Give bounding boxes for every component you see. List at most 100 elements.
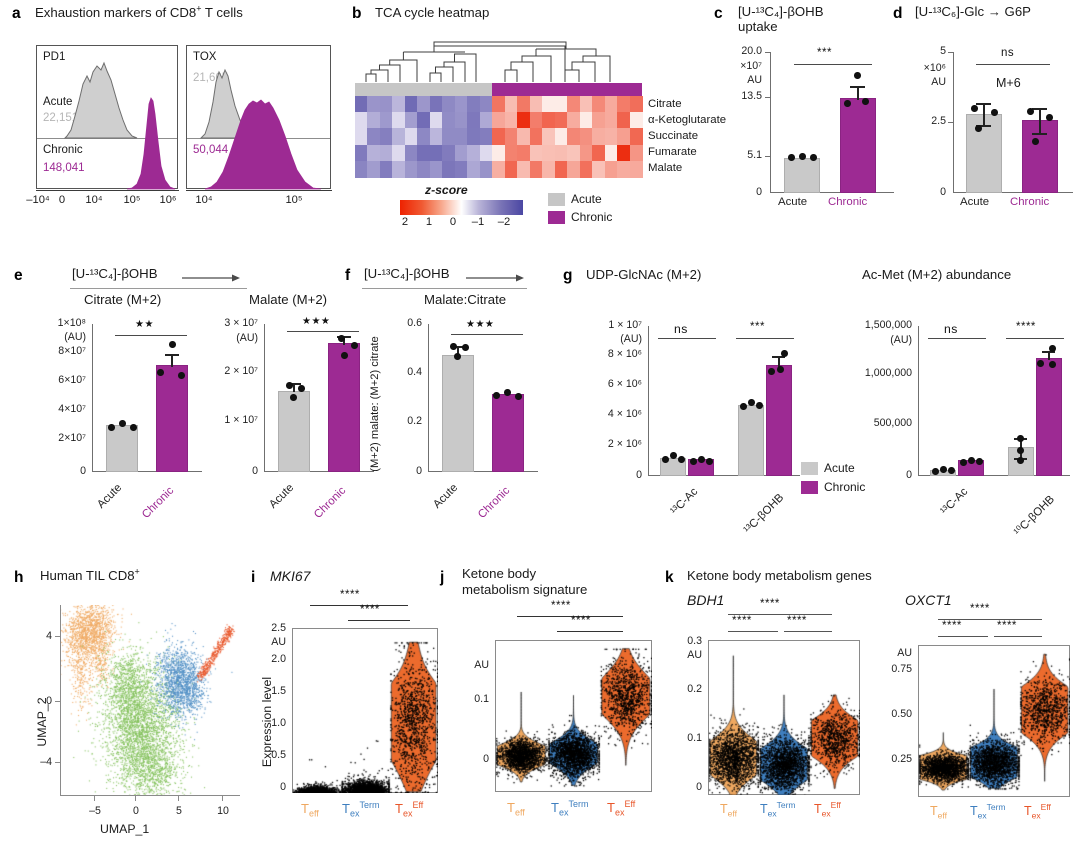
- panel-f-dot-a2: [462, 344, 469, 351]
- panel-e-left-cat-chronic: Chronic: [140, 484, 177, 521]
- heatmap-cell: [442, 128, 456, 146]
- panel-c-dot-a3: [810, 154, 817, 161]
- heatmap-cell: [404, 144, 418, 162]
- panel-g-right-err-ohb-chronic: [1048, 351, 1050, 360]
- heatmap-cell: [492, 144, 506, 162]
- panel-e-right-yaxis: [264, 324, 266, 472]
- panel-d-ylabel-mid: 2.5: [931, 115, 946, 127]
- heatmap-cell: [604, 160, 618, 178]
- panel-d-yaxis: [953, 52, 955, 193]
- panel-f-cat-acute: Acute: [431, 481, 461, 511]
- heatmap-cell: [542, 144, 556, 162]
- panel-c-ytick-mid: [765, 97, 770, 99]
- panel-j-violin-chart: AU 0.1 0 Teff TexTerm TexEff **** ****: [474, 600, 655, 840]
- heatmap-cell: [467, 144, 481, 162]
- panel-c-ylabel-low: 5.1: [747, 149, 762, 161]
- panel-k-left-ytick-1: 0.2: [687, 683, 702, 695]
- panel-g-right-group-2: ¹⁰C-βOHB: [1011, 493, 1057, 539]
- panel-h-label: h: [14, 569, 24, 586]
- panel-f-ytick-0: 0.6: [407, 317, 422, 329]
- panel-g-right-unit: (AU): [890, 334, 912, 346]
- panel-j-title-line1: Ketone body: [462, 566, 537, 581]
- panel-f-chart: 0.6 0.4 0.2 0 ★★★ Acute Chronic: [366, 317, 551, 535]
- panel-k-left-sig-top: ****: [760, 598, 780, 610]
- panel-g-left-dot-ohb-a3: [756, 402, 763, 409]
- panel-f-err-acute: [457, 346, 459, 356]
- heatmap-cell: [517, 160, 531, 178]
- panel-e-right-dot-c3: [341, 352, 348, 359]
- panel-f-ytick-3: 0: [416, 465, 422, 477]
- heatmap-legend-swatch-acute: [548, 193, 565, 206]
- panel-g-right-ytick-1: 1,000,000: [864, 367, 912, 379]
- panel-g-left-ytick-1: 8 × 10⁶: [607, 348, 642, 360]
- colorbar-tick-1: 1: [425, 216, 433, 228]
- panel-i-cat-1-sup: Term: [359, 800, 380, 811]
- heatmap-cell: [629, 160, 643, 178]
- panel-g-left-dot-ac-c2: [698, 456, 705, 463]
- heatmap-row-label-0: Citrate: [648, 98, 682, 110]
- panel-g-left-ytick-4: 2 × 10⁶: [607, 438, 642, 450]
- heatmap-cell: [355, 128, 369, 146]
- panel-d-chart: 5 ×10⁶ AU 2.5 0 ns M+6 Acute Chronic: [900, 45, 1075, 223]
- heatmap-cell: [604, 112, 618, 129]
- heatmap-cell: [392, 112, 406, 129]
- panel-i-cat-1: TexTerm: [342, 800, 380, 818]
- panel-i-ytick-4: 0.5: [271, 749, 286, 761]
- panel-e-left-ytick-0: 1×10⁸: [57, 317, 86, 329]
- heatmap-row-label-1: α-Ketoglutarate: [648, 114, 727, 126]
- panel-d-dot-c1: [1027, 108, 1034, 115]
- panel-f-bar-acute: [442, 355, 474, 472]
- panel-d-xaxis: [953, 192, 1073, 194]
- panel-d-dot-c2: [1046, 114, 1053, 121]
- panel-b-title: TCA cycle heatmap: [375, 5, 490, 20]
- flow-xtick-right-1: 10⁵: [285, 194, 303, 206]
- panel-i-sigline-1: [348, 620, 410, 622]
- heatmap-cell: [379, 144, 394, 162]
- heatmap-cell: [492, 160, 506, 178]
- heatmap-cell: [592, 112, 606, 129]
- heatmap-cell: [392, 160, 406, 178]
- panel-e-right-dot-a1: [286, 382, 293, 389]
- panel-g-right-dot-ohb-a1: [1017, 435, 1024, 442]
- heatmap-cell: [579, 160, 593, 178]
- panel-g-right-dot-ohb-a3: [1017, 457, 1024, 464]
- panel-g-right-dot-ac-a2: [940, 466, 947, 473]
- panel-c-ylabel-top: 20.0: [741, 45, 762, 57]
- panel-k-left-ytick-2: 0.1: [687, 732, 702, 744]
- panel-j-title-line2: metabolism signature: [462, 581, 588, 597]
- panel-a-title: Exhaustion markers of CD8+ T cells: [35, 4, 335, 20]
- panel-g-right-bar-ohb-chronic: [1036, 358, 1062, 476]
- heatmap-cell: [467, 112, 481, 129]
- panel-j-sigline-0: [517, 616, 623, 618]
- panel-j-cat-2: TexEff: [607, 799, 636, 817]
- panel-i-ytick-2: 1.5: [271, 685, 286, 697]
- panel-g-right-dot-ac-c1: [960, 459, 967, 466]
- panel-f-sub: Malate:Citrate: [424, 292, 507, 307]
- panel-e-right-ytick-3: 0: [252, 465, 258, 477]
- panel-j-cat-1: TexTerm: [551, 800, 588, 817]
- heatmap-cell: [604, 128, 618, 146]
- colorbar-ticks: 2 1 0 –1 –2: [400, 216, 523, 232]
- panel-f-significance: ★★★: [466, 319, 495, 330]
- panel-e-rule: [70, 288, 247, 290]
- panel-g-title-right: Ac-Met (M+2) abundance: [862, 267, 1012, 282]
- panel-g-right-sig-2: ****: [1016, 321, 1036, 333]
- heatmap-cell: [417, 160, 431, 178]
- panel-e-sub-right: Malate (M+2): [249, 292, 328, 307]
- panel-j-cat-2-sup: Eff: [624, 799, 636, 810]
- heatmap-cell: [429, 144, 443, 162]
- panel-h-title: Human TIL CD8+: [40, 567, 140, 583]
- panel-e-left-dot-c1: [169, 341, 176, 348]
- heatmap-cell: [479, 160, 493, 178]
- heatmap-cell: [542, 160, 556, 178]
- panel-d-dot-c3: [1032, 138, 1039, 145]
- panel-g-left-dot-ohb-a1: [740, 403, 747, 410]
- panel-e-right-ytick-2: 1 × 10⁷: [224, 414, 258, 426]
- heatmap-cell: [479, 112, 493, 129]
- panel-d-dot-a1: [971, 105, 978, 112]
- heatmap-cell: [454, 96, 468, 113]
- panel-j-cat-0: Teff: [507, 800, 525, 817]
- panel-c-significance: ***: [817, 47, 832, 59]
- panel-g-left-bar-ohb-chronic: [766, 365, 792, 476]
- panel-i-label: i: [251, 569, 256, 586]
